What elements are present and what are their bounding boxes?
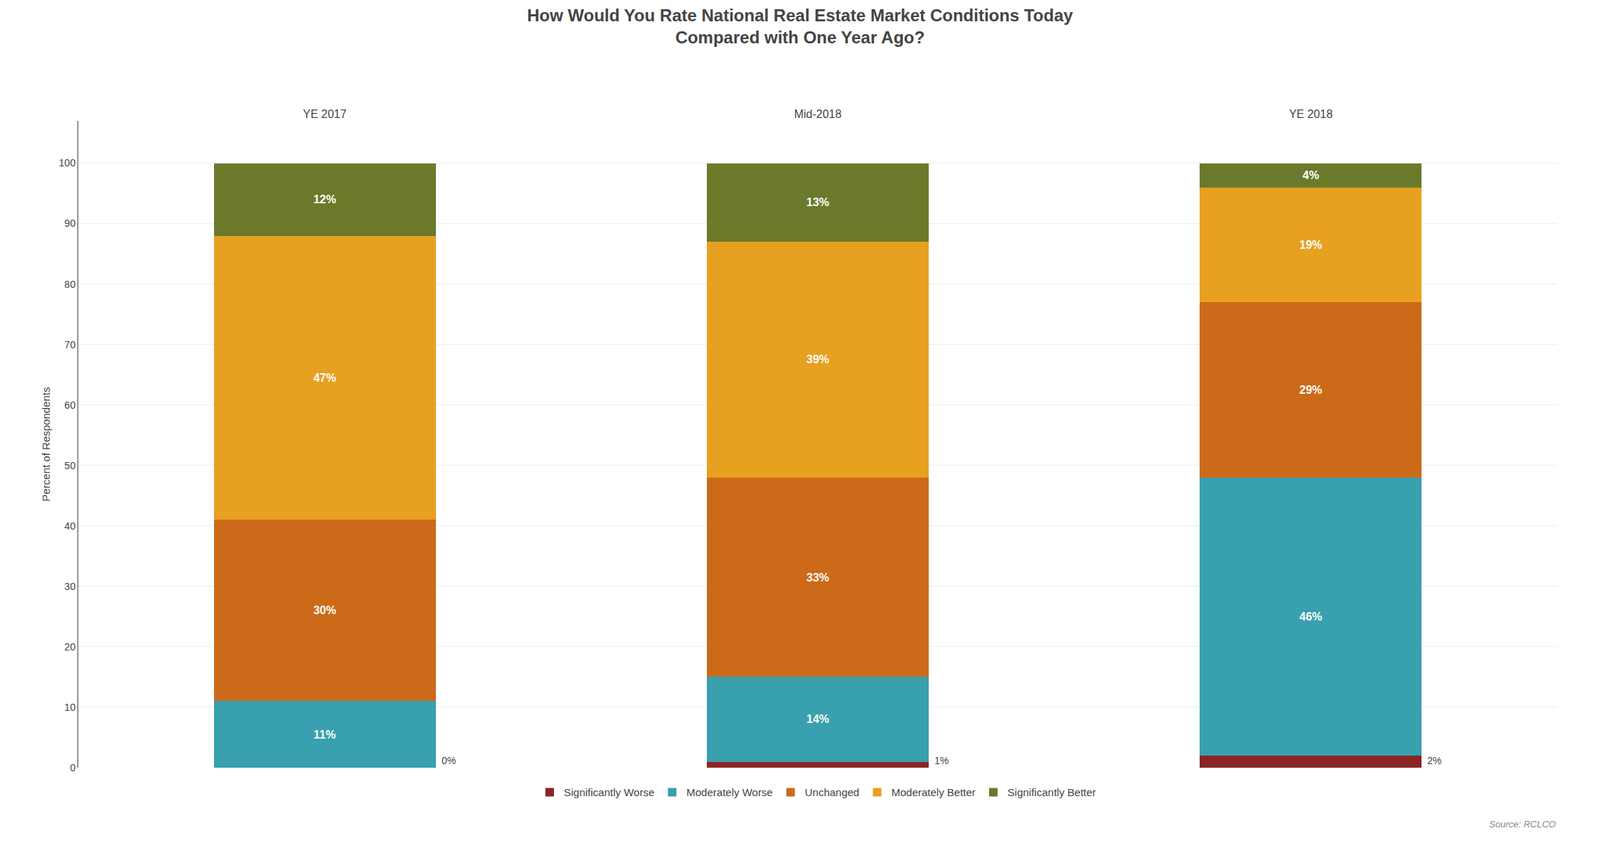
svg-text:47%: 47% — [313, 371, 337, 384]
svg-text:40: 40 — [64, 520, 77, 532]
svg-text:1%: 1% — [934, 755, 949, 767]
svg-text:70: 70 — [64, 339, 77, 351]
svg-text:20: 20 — [64, 641, 77, 653]
svg-text:11%: 11% — [313, 728, 336, 741]
svg-text:60: 60 — [64, 399, 77, 412]
svg-text:YE 2017: YE 2017 — [302, 108, 347, 121]
svg-text:Source: RCLCO: Source: RCLCO — [1489, 819, 1556, 830]
svg-text:4%: 4% — [1302, 169, 1320, 182]
svg-text:29%: 29% — [1299, 384, 1322, 397]
svg-text:2%: 2% — [1427, 755, 1442, 767]
svg-text:10: 10 — [64, 701, 77, 714]
svg-text:Mid-2018: Mid-2018 — [794, 108, 842, 121]
svg-text:33%: 33% — [806, 571, 830, 584]
svg-text:30%: 30% — [313, 604, 337, 617]
svg-text:YE 2018: YE 2018 — [1289, 108, 1333, 121]
svg-text:Percent of Respondents: Percent of Respondents — [39, 387, 52, 503]
svg-text:0%: 0% — [441, 755, 456, 767]
svg-text:Significantly Worse: Significantly Worse — [563, 786, 655, 799]
svg-text:30: 30 — [64, 580, 77, 593]
svg-text:Unchanged: Unchanged — [804, 786, 860, 799]
svg-text:14%: 14% — [806, 713, 830, 726]
svg-text:Moderately Better: Moderately Better — [891, 786, 975, 799]
svg-text:How Would You Rate National Re: How Would You Rate National Real Estate … — [526, 5, 1074, 47]
svg-text:19%: 19% — [1299, 238, 1322, 252]
svg-text:Moderately Worse: Moderately Worse — [686, 786, 773, 799]
svg-text:90: 90 — [64, 217, 77, 229]
svg-text:12%: 12% — [313, 193, 337, 206]
svg-text:80: 80 — [64, 278, 77, 291]
svg-text:13%: 13% — [806, 196, 830, 209]
svg-text:Significantly Better: Significantly Better — [1007, 786, 1096, 799]
svg-text:39%: 39% — [806, 353, 830, 366]
svg-text:0: 0 — [69, 762, 76, 774]
svg-text:46%: 46% — [1299, 610, 1322, 623]
svg-text:100: 100 — [59, 157, 77, 169]
svg-text:50: 50 — [64, 460, 77, 472]
